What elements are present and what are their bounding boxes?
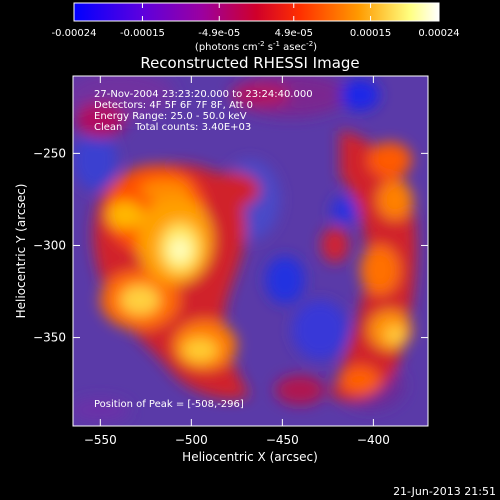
annotation-detectors: Detectors: 4F 5F 6F 7F 8F, Att 0	[94, 100, 253, 111]
colorbar-tick-label: 0.00024	[418, 28, 459, 39]
x-tick-label: −500	[175, 433, 208, 447]
colorbar-unit-label: (photons cm-2 s-1 asec-2)	[195, 40, 317, 53]
y-tick-label: −300	[33, 238, 66, 252]
rhessi-image	[73, 76, 428, 426]
annotation-block: 27-Nov-2004 23:23:20.000 to 23:24:40.000…	[94, 89, 313, 133]
plot-title: Reconstructed RHESSI Image	[140, 54, 359, 72]
y-axis-ticks: −250 −300 −350	[33, 146, 428, 345]
annotation-energy: Energy Range: 25.0 - 50.0 keV	[94, 111, 247, 122]
annotation-time: 27-Nov-2004 23:23:20.000 to 23:24:40.000	[94, 89, 313, 100]
colorbar	[73, 2, 440, 22]
y-axis-label: Heliocentric Y (arcsec)	[14, 184, 28, 319]
colorbar-tick-label: 0.00015	[350, 28, 391, 39]
colorbar-tick-label: -0.00024	[52, 28, 97, 39]
image-frame	[72, 75, 429, 427]
footer-timestamp: 21-Jun-2013 21:51	[393, 485, 496, 498]
x-tick-label: −450	[266, 433, 299, 447]
y-tick-label: −250	[33, 146, 66, 160]
y-tick-label: −350	[33, 331, 66, 345]
peak-position-label: Position of Peak = [-508,-296]	[94, 399, 244, 410]
colorbar-tick-label: -0.00015	[120, 28, 165, 39]
x-axis-ticks: −550 −500 −450 −400	[84, 76, 390, 447]
annotation-clean: Clean Total counts: 3.40E+03	[94, 122, 251, 133]
x-tick-label: −400	[357, 433, 390, 447]
colorbar-tick-label: -4.9e-05	[198, 28, 240, 39]
x-tick-label: −550	[84, 433, 117, 447]
colorbar-tick-label: 4.9e-05	[275, 28, 313, 39]
x-axis-label: Heliocentric X (arcsec)	[182, 450, 318, 464]
colorbar-ticks: -0.00024 -0.00015 -4.9e-05 4.9e-05 0.00015 0.…	[52, 3, 460, 39]
